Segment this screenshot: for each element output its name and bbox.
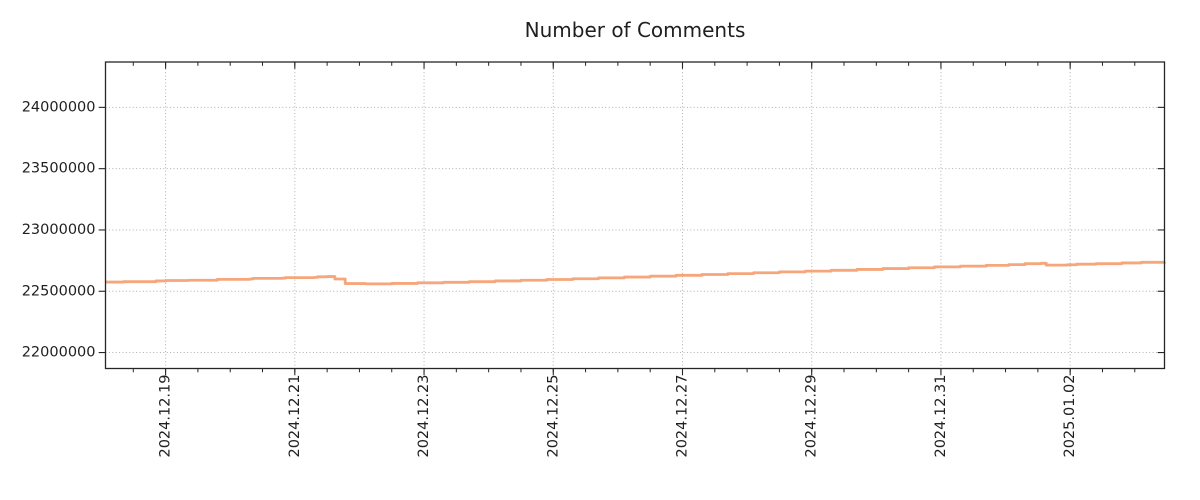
y-tick-label: 22500000 [22,283,96,299]
x-tick-label: 2025.01.02 [1062,375,1078,458]
chart-title: Number of Comments [524,18,746,42]
x-tick-label: 2024.12.21 [287,375,303,458]
y-tick-label: 22000000 [22,345,96,361]
x-tick-label: 2024.12.19 [158,375,174,458]
y-tick-label: 24000000 [22,99,96,115]
x-tick-label: 2024.12.23 [416,375,432,458]
x-tick-label: 2024.12.29 [804,375,820,458]
x-tick-label: 2024.12.31 [933,375,949,458]
x-tick-label: 2024.12.25 [545,375,561,458]
x-tick-label: 2024.12.27 [674,375,690,458]
plot-border [104,61,1166,370]
y-tick-label: 23000000 [22,222,96,238]
data-line [105,260,1166,286]
y-tick-label: 23500000 [22,161,96,177]
